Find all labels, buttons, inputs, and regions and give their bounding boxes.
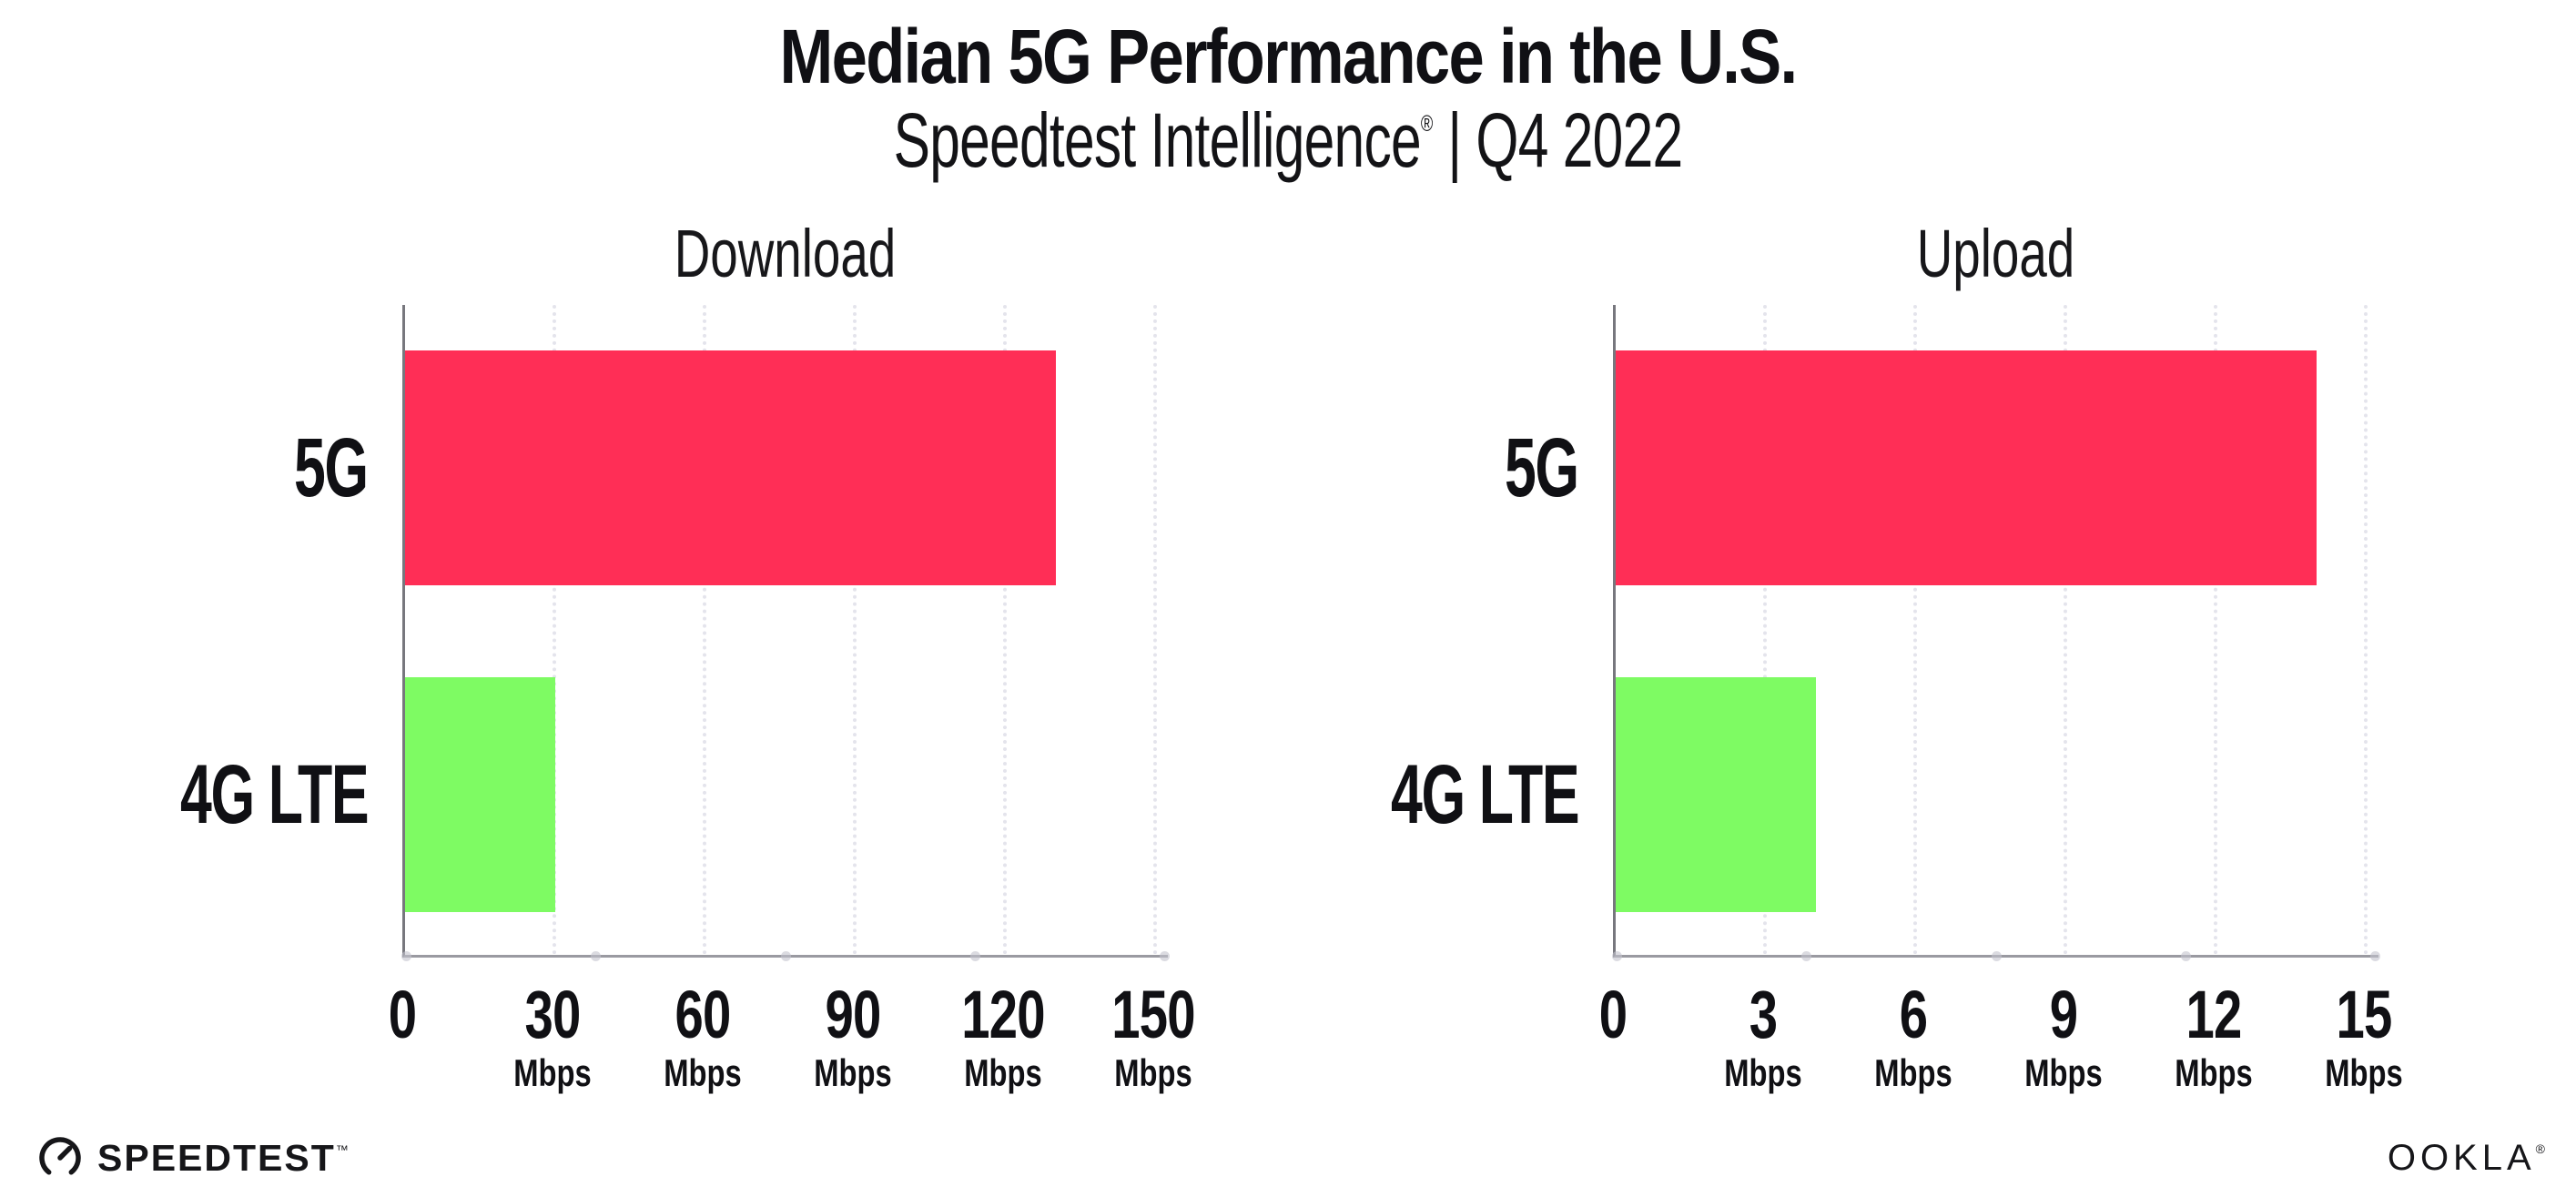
- ookla-logo: OOKLA®: [2388, 1140, 2545, 1176]
- x-tick-unit-download-30: Mbps: [513, 1050, 592, 1094]
- x-tick-unit-download-90: Mbps: [813, 1050, 892, 1094]
- axis-dot-download-2: [780, 951, 791, 961]
- gridline-upload-15: [2363, 305, 2368, 955]
- x-tick-value-download-150: 150: [1111, 977, 1195, 1052]
- x-tick-value-upload-3: 3: [1749, 977, 1778, 1052]
- chart-title-download: Download: [674, 216, 897, 291]
- axis-dot-upload-1: [1801, 951, 1812, 961]
- gridline-upload-12: [2213, 305, 2217, 955]
- x-tick-value-upload-9: 9: [2049, 977, 2077, 1052]
- ookla-wordmark: OOKLA: [2387, 1138, 2536, 1178]
- x-tick-download-150: 150 Mbps: [1044, 979, 1263, 1094]
- x-tick-upload-9: 9 Mbps: [1954, 979, 2173, 1094]
- speedtest-logo: SPEEDTEST™: [36, 1134, 349, 1182]
- x-tick-value-download-90: 90: [825, 977, 881, 1052]
- gridline-download-30: [552, 305, 556, 955]
- x-tick-unit-upload-3: Mbps: [1724, 1050, 1802, 1094]
- x-tick-value-download-60: 60: [674, 977, 731, 1052]
- x-tick-unit-download-150: Mbps: [1113, 1050, 1192, 1094]
- x-tick-unit-upload-6: Mbps: [1874, 1050, 1952, 1094]
- bar-upload-4g-lte: [1616, 676, 1816, 912]
- x-tick-unit-download-120: Mbps: [963, 1050, 1042, 1094]
- x-tick-download-90: 90 Mbps: [744, 979, 962, 1094]
- chart-title-upload: Upload: [1916, 216, 2075, 291]
- bar-download-4g-lte: [405, 676, 555, 912]
- x-tick-value-upload-15: 15: [2335, 977, 2392, 1052]
- page-subtitle: Speedtest Intelligence® | Q4 2022: [360, 96, 2216, 185]
- x-tick-download-30: 30 Mbps: [443, 979, 662, 1094]
- gridline-download-90: [852, 305, 857, 955]
- page-title: Median 5G Performance in the U.S.: [779, 14, 1799, 99]
- bar-upload-5g: [1616, 350, 2317, 586]
- x-tick-upload-12: 12 Mbps: [2104, 979, 2323, 1094]
- axis-dot-upload-3: [2180, 951, 2191, 961]
- gridline-download-150: [1152, 305, 1157, 955]
- gridline-download-60: [702, 305, 706, 955]
- x-tick-unit-upload-9: Mbps: [2023, 1050, 2103, 1094]
- speedtest-gauge-icon: [36, 1134, 84, 1182]
- speedtest-wordmark: SPEEDTEST™: [97, 1136, 349, 1179]
- x-tick-upload-3: 3 Mbps: [1654, 979, 1872, 1094]
- x-tick-unit-upload-15: Mbps: [2324, 1050, 2403, 1094]
- axis-dot-upload-2: [1991, 951, 2002, 961]
- category-label-upload-5g: 5G: [1505, 421, 1579, 515]
- registered-mark: ®: [1420, 110, 1434, 137]
- category-label-upload-4g-lte: 4G LTE: [1390, 747, 1580, 841]
- gridline-upload-6: [1912, 305, 1917, 955]
- subtitle-period: | Q4 2022: [1433, 97, 1683, 183]
- axis-dot-upload-0: [1612, 951, 1622, 961]
- ookla-registered-mark: ®: [2535, 1141, 2545, 1156]
- plot-area-upload: [1612, 305, 2380, 961]
- x-tick-unit-download-60: Mbps: [664, 1050, 742, 1094]
- x-tick-download-60: 60 Mbps: [593, 979, 812, 1094]
- x-tick-download-0: 0: [293, 979, 512, 1050]
- gridline-upload-3: [1762, 305, 1767, 955]
- x-tick-value-upload-12: 12: [2186, 977, 2242, 1052]
- plot-area-download: [401, 305, 1170, 961]
- axis-dot-download-3: [969, 951, 980, 961]
- x-tick-value-upload-0: 0: [1598, 977, 1628, 1052]
- category-label-download-5g: 5G: [294, 421, 369, 515]
- x-tick-upload-15: 15 Mbps: [2255, 979, 2473, 1094]
- x-tick-upload-6: 6 Mbps: [1804, 979, 2023, 1094]
- x-tick-value-download-30: 30: [524, 977, 581, 1052]
- x-tick-value-download-0: 0: [388, 977, 417, 1052]
- gridline-download-120: [1002, 305, 1007, 955]
- axis-dot-download-1: [591, 951, 602, 961]
- x-tick-unit-upload-12: Mbps: [2174, 1050, 2253, 1094]
- axis-dot-download-0: [401, 951, 411, 961]
- x-tick-value-upload-6: 6: [1899, 977, 1928, 1052]
- x-tick-upload-0: 0: [1504, 979, 1722, 1050]
- axis-dot-download-4: [1160, 951, 1170, 961]
- gridline-upload-9: [2063, 305, 2067, 955]
- x-tick-value-download-120: 120: [960, 977, 1045, 1052]
- x-tick-download-120: 120 Mbps: [894, 979, 1112, 1094]
- subtitle-brand: Speedtest Intelligence: [893, 97, 1422, 183]
- bar-download-5g: [405, 350, 1056, 586]
- category-label-download-4g-lte: 4G LTE: [179, 747, 370, 841]
- axis-dot-upload-4: [2370, 951, 2380, 961]
- trademark-mark: ™: [335, 1141, 349, 1157]
